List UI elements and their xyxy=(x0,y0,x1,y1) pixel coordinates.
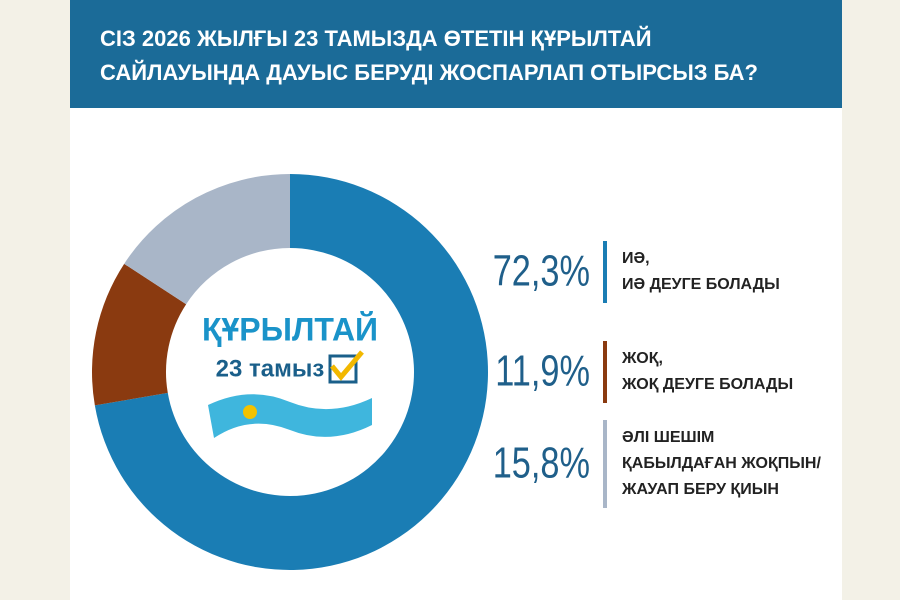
value-label: 15,8% xyxy=(493,439,590,488)
checkmark xyxy=(330,350,364,381)
value-label: 11,9% xyxy=(495,347,590,396)
header xyxy=(70,0,842,108)
legend-label: ИӘ, ИӘ ДЕУГЕ БОЛАДЫ xyxy=(622,250,780,293)
flag-sun xyxy=(243,405,257,419)
legend-label: ЖОҚ, ЖОҚ ДЕУГЕ БОЛАДЫ xyxy=(622,350,794,393)
logo-subtitle: 23 тамыз xyxy=(216,355,325,382)
logo-title: ҚҰРЫЛТАЙ xyxy=(202,311,378,347)
legend-bar xyxy=(603,420,607,508)
legend-bar xyxy=(603,341,607,403)
donut-segment xyxy=(92,263,187,406)
donut-segment xyxy=(124,174,290,305)
legend-label: ӘЛІ ШЕШІМ ҚАБЫЛДАҒАН ЖОҚПЫН/ ЖАУАП БЕРУ … xyxy=(622,429,821,498)
donut xyxy=(92,174,488,570)
value-label: 72,3% xyxy=(493,247,590,296)
legend-bar xyxy=(603,241,607,303)
donut-segment xyxy=(94,174,488,570)
legend: 72,3% 11,9% 15,8% xyxy=(493,241,607,508)
checkbox xyxy=(328,354,358,384)
chart-title: СІЗ 2026 ЖЫЛҒЫ 23 ТАМЫЗДА ӨТЕТІН ҚҰРЫЛТА… xyxy=(100,26,758,85)
